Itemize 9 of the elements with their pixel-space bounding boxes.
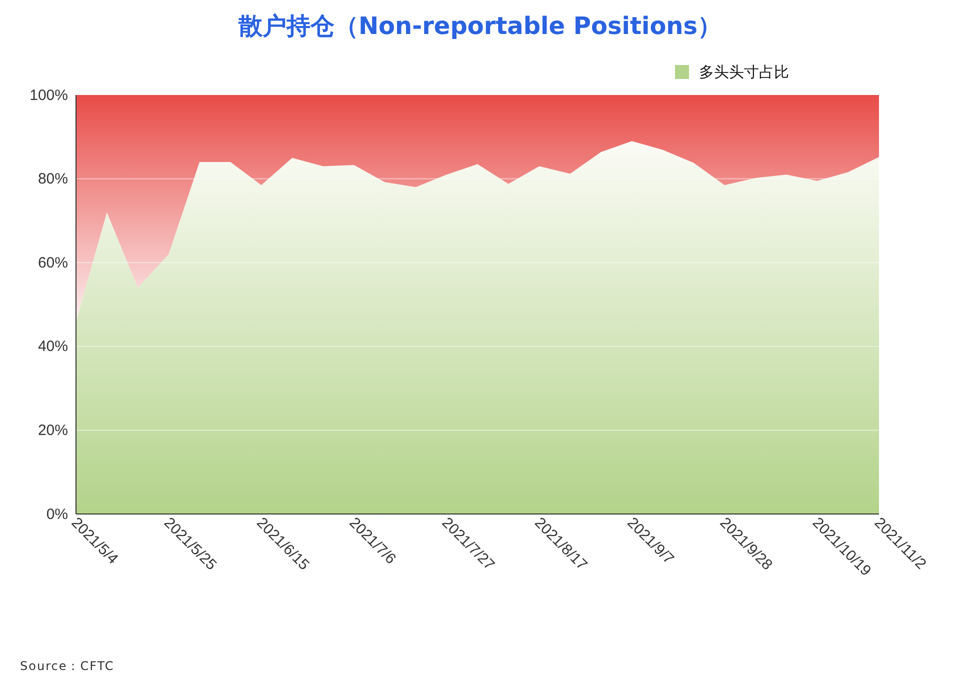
legend-label: 多头头寸占比	[699, 63, 789, 81]
y-tick-label: 60%	[38, 254, 68, 272]
y-tick-label: 0%	[46, 506, 68, 523]
source-note: Source：CFTC	[20, 659, 114, 673]
y-tick-label: 20%	[38, 422, 68, 439]
y-tick-label: 80%	[38, 170, 68, 188]
y-tick-label: 40%	[38, 338, 68, 356]
chart-title: 散户持仓（Non-reportable Positions）	[237, 12, 722, 40]
y-tick-label: 100%	[30, 86, 68, 104]
